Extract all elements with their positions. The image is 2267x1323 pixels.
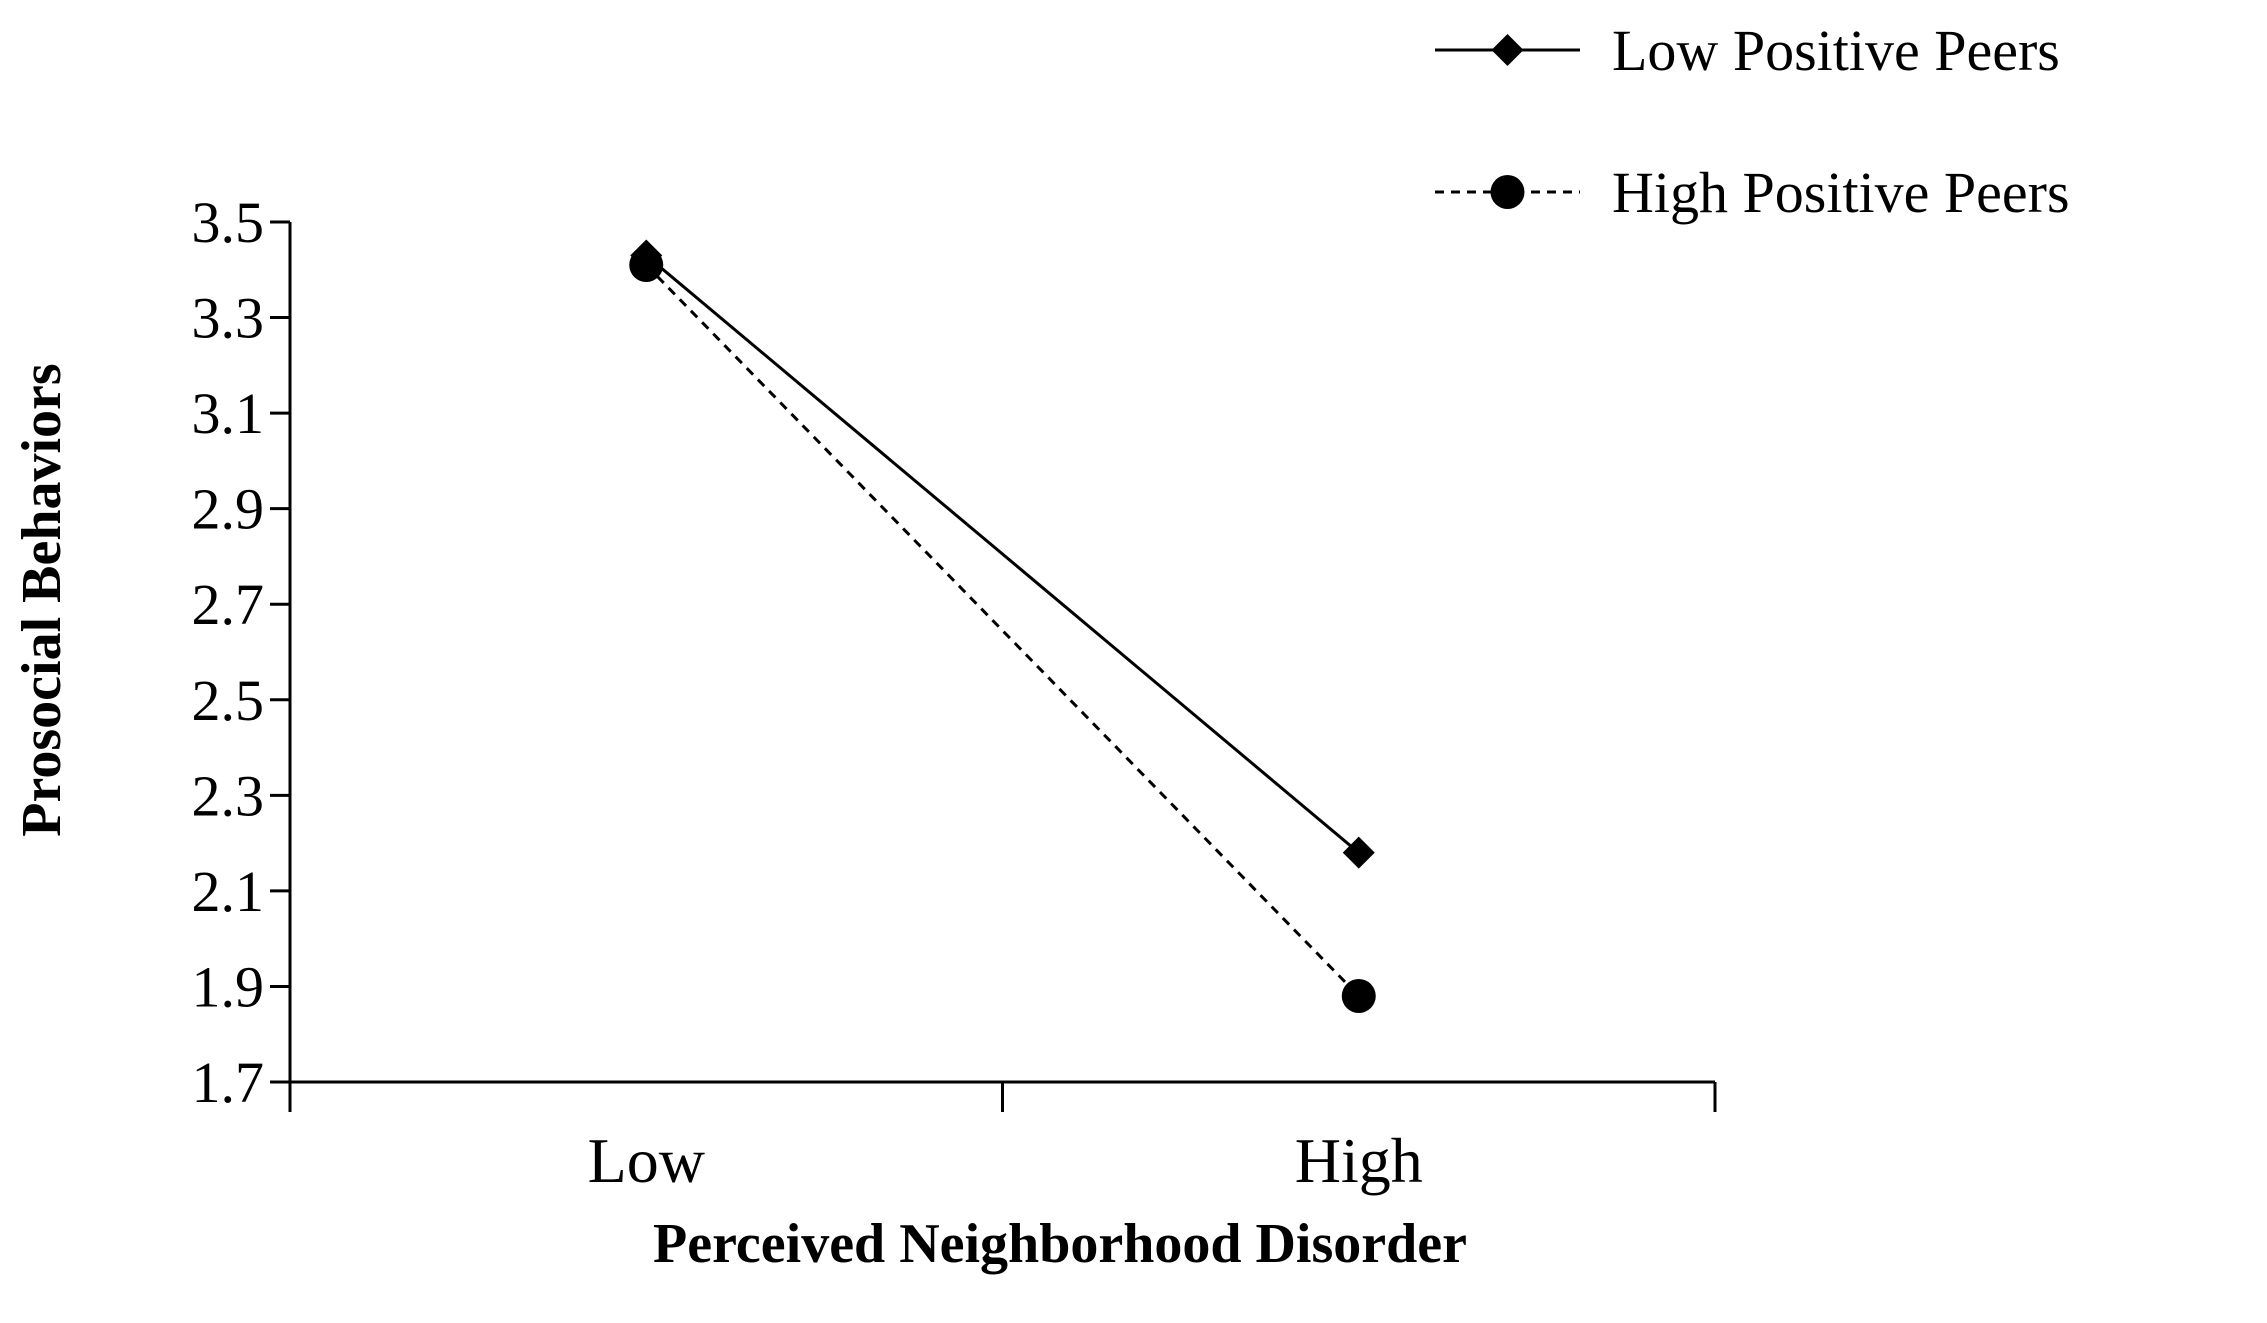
y-tick-label: 2.1 [192, 859, 265, 924]
y-tick-label: 2.7 [192, 572, 265, 637]
data-point [629, 248, 664, 282]
series-line [645, 263, 1360, 998]
legend-item: High Positive Peers [1435, 160, 2070, 225]
series-1 [630, 239, 1375, 869]
y-tick-label: 3.1 [192, 381, 265, 446]
y-tick-label: 2.5 [192, 668, 265, 733]
y-axis: 1.7 1.9 2.1 2.3 2.5 2.7 2.9 3.1 3.3 3.5 [192, 190, 292, 1115]
series-layer [629, 239, 1376, 1013]
y-tick-label: 2.9 [192, 477, 265, 542]
series-line [645, 254, 1360, 854]
y-axis-title: Prosocial Behaviors [11, 363, 73, 836]
y-tick-label: 1.9 [192, 954, 265, 1019]
legend-marker [1490, 175, 1525, 209]
x-axis: Low High [288, 1080, 1717, 1196]
legend-item: Low Positive Peers [1435, 18, 2060, 83]
legend: Low Positive Peers High Positive Peers [1435, 18, 2070, 225]
legend-label: Low Positive Peers [1612, 18, 2060, 83]
x-axis-title: Perceived Neighborhood Disorder [653, 1213, 1467, 1275]
data-point [1341, 979, 1376, 1013]
legend-label: High Positive Peers [1612, 160, 2070, 225]
x-tick-label: Low [588, 1125, 705, 1196]
y-tick-label: 3.5 [192, 190, 265, 255]
series-2 [629, 248, 1376, 1013]
y-tick-label: 3.3 [192, 286, 265, 351]
data-point [1342, 836, 1375, 869]
y-tick-label: 2.3 [192, 763, 265, 828]
legend-marker [1491, 34, 1524, 66]
y-tick-label: 1.7 [192, 1050, 265, 1115]
x-tick-label: High [1295, 1125, 1423, 1196]
